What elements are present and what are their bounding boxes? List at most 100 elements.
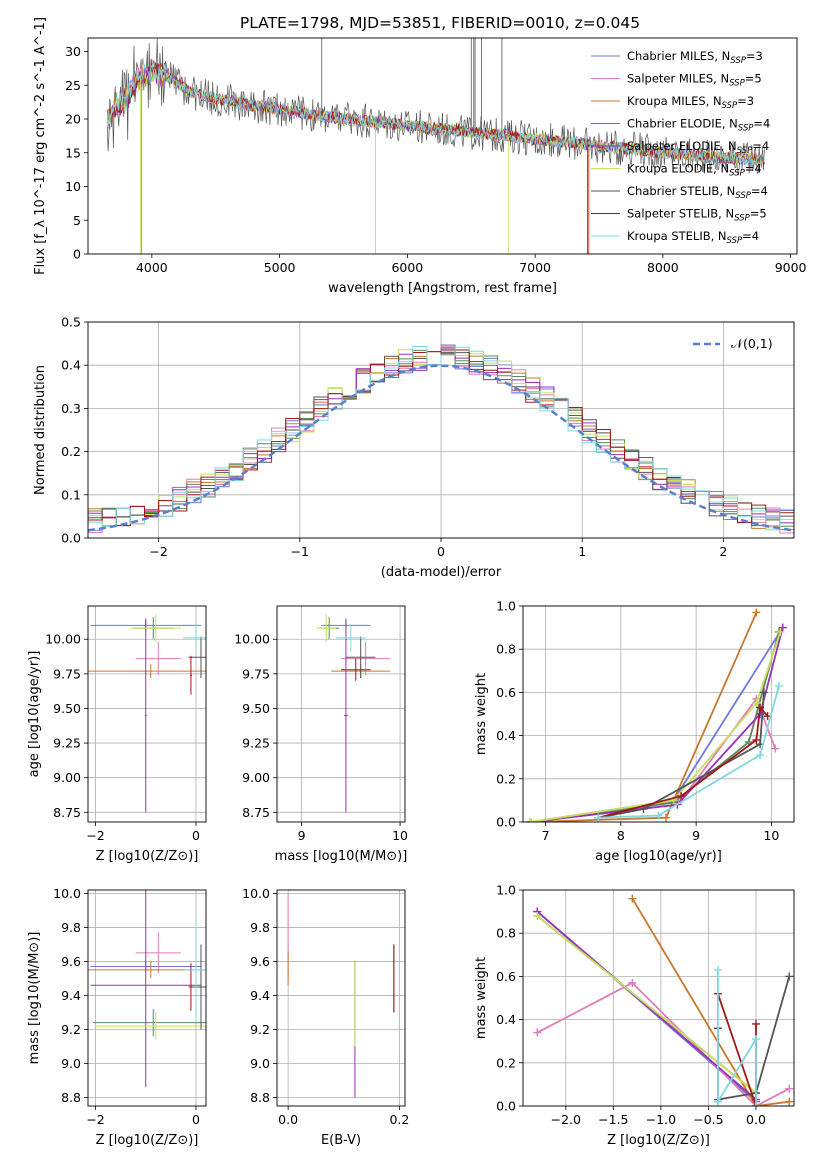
legend-entry: Kroupa STELIB, NSSP=4 (627, 229, 759, 246)
y-tick-label: 30 (65, 44, 81, 59)
y-tick-label: 15 (65, 145, 81, 160)
y-tick-label: 5 (73, 213, 81, 228)
y-tick-label: 0.8 (496, 926, 516, 941)
weight-line-2 (536, 981, 790, 1106)
x-tick-label: 9 (298, 828, 306, 843)
y-tick-label: 0.2 (61, 444, 81, 459)
x-axis-label: Z [log10(Z/Z⊙)] (96, 1133, 199, 1148)
legend-nssp: =4 (742, 229, 759, 243)
data-point (771, 744, 780, 753)
y-tick-label: 8.8 (61, 1090, 81, 1105)
y-axis-label: mass weight (474, 673, 489, 755)
legend-nssp: =3 (737, 94, 754, 108)
data-point (751, 1035, 760, 1044)
legend-subscript: SSP (722, 101, 738, 111)
data-point (628, 894, 637, 903)
x-tick-label: 7000 (519, 260, 551, 275)
x-tick-label: 10 (392, 828, 408, 843)
x-tick-label: 5000 (264, 260, 296, 275)
y-tick-label: 9.50 (242, 701, 270, 716)
x-tick-label: 1 (578, 544, 586, 559)
data-point (628, 978, 637, 987)
weight-line-1 (530, 627, 784, 822)
plot-frame (87, 605, 207, 823)
x-tick-label: 0 (437, 544, 445, 559)
x-tick-label: 10 (763, 828, 779, 843)
y-tick-label: 1.0 (496, 883, 516, 898)
y-tick-label: 8.75 (242, 805, 270, 820)
y-axis-label: Normed distribution (33, 365, 48, 495)
y-axis-label: age [log10(age/yr)] (27, 651, 42, 778)
y-tick-label: 0.6 (496, 685, 516, 700)
data-point (756, 751, 765, 760)
data-point (752, 608, 761, 617)
legend-label: Kroupa STELIB, N (627, 229, 727, 243)
legend-nssp: =5 (745, 72, 762, 86)
data-point (751, 1019, 760, 1028)
x-tick-label: −1.0 (646, 1112, 676, 1127)
x-tick-label: 2 (719, 544, 727, 559)
legend-subscript: SSP (738, 124, 754, 134)
x-axis-label: Z [log10(Z/Z⊙)] (96, 849, 199, 864)
ebv-mass-panel: 0.0 0.2 8.8 9.0 9.2 9.4 9.6 9.8 10.0 E(B-V) (242, 886, 409, 1148)
weight-z-panel: −2.0 −1.5 −1.0 −0.5 0.0 0.0 0.2 0.4 0.6 0.8 1.0 Z [… (474, 883, 795, 1148)
residuals-panel: −2 −1 0 1 2 0.0 0.1 0.2 0.3 0.4 0.5 (data-model)/er… (33, 315, 795, 580)
y-tick-label: 0 (73, 247, 81, 262)
legend-subscript: SSP (735, 191, 751, 201)
normal-curve (87, 364, 795, 532)
x-tick-label: −1 (291, 544, 309, 559)
y-tick-label: 9.00 (242, 770, 270, 785)
y-tick-label: 0.0 (496, 815, 516, 830)
y-tick-label: 0.4 (496, 728, 516, 743)
data-point (533, 1028, 542, 1037)
histogram-8 (88, 349, 794, 527)
y-tick-label: 9.2 (61, 1022, 81, 1037)
legend-label: Salpeter ELODIE, N (627, 139, 737, 153)
x-axis-label: age [log10(age/yr)] (595, 849, 722, 864)
data-point (751, 1102, 760, 1106)
y-tick-label: 0.2 (496, 1055, 516, 1070)
y-axis-label: mass [log10(M/M⊙)] (27, 932, 42, 1065)
legend-entry: Kroupa ELODIE, NSSP=4 (627, 162, 762, 179)
x-tick-label: −2 (86, 828, 104, 843)
x-axis-label: wavelength [Angstrom, rest frame] (328, 281, 557, 296)
plot-frame (276, 605, 406, 823)
legend-label: Chabrier MILES, N (627, 49, 730, 63)
y-tick-label: 0.3 (61, 401, 81, 416)
weight-line-7 (598, 692, 765, 819)
weight-line-6 (536, 915, 757, 1094)
legend-nssp: =4 (745, 162, 762, 176)
x-tick-label: 9000 (775, 260, 807, 275)
legend-nssp: =4 (751, 184, 768, 198)
data-point (752, 699, 761, 708)
weight-line-9 (717, 969, 757, 1106)
y-tick-label: 10.0 (242, 886, 270, 901)
weight-line-3 (631, 898, 790, 1106)
y-tick-label: 9.2 (250, 1022, 270, 1037)
legend-nssp: =4 (753, 117, 770, 131)
x-tick-label: 0.2 (389, 1112, 409, 1127)
data-point (594, 813, 603, 822)
y-tick-label: 10.0 (53, 886, 81, 901)
y-tick-label: 10.00 (45, 632, 81, 647)
x-tick-label: 7 (542, 828, 550, 843)
data-point (654, 811, 663, 820)
data-point (713, 1097, 722, 1106)
legend-label: Chabrier STELIB, N (627, 184, 735, 198)
x-tick-label: −2 (86, 1112, 104, 1127)
x-tick-label: 8 (617, 828, 625, 843)
x-tick-label: 0 (192, 828, 200, 843)
y-tick-label: 0.1 (61, 487, 81, 502)
y-tick-label: 9.00 (53, 770, 81, 785)
x-tick-label: −2.0 (551, 1112, 581, 1127)
legend-subscript: SSP (730, 56, 746, 66)
y-tick-label: 0.2 (496, 771, 516, 786)
plot-frame (522, 889, 795, 1107)
legend-entry: Chabrier ELODIE, NSSP=4 (627, 117, 770, 134)
y-tick-label: 9.4 (250, 988, 270, 1003)
x-tick-label: 9 (692, 828, 700, 843)
weight-age-panel: 7 8 9 10 0.0 0.2 0.4 0.6 0.8 1.0 age [log10(age/yr… (474, 599, 795, 864)
x-axis-label: (data-model)/error (381, 565, 502, 580)
legend-entry: Salpeter ELODIE, NSSP=4 (627, 139, 769, 156)
x-tick-label: 0.0 (746, 1112, 766, 1127)
